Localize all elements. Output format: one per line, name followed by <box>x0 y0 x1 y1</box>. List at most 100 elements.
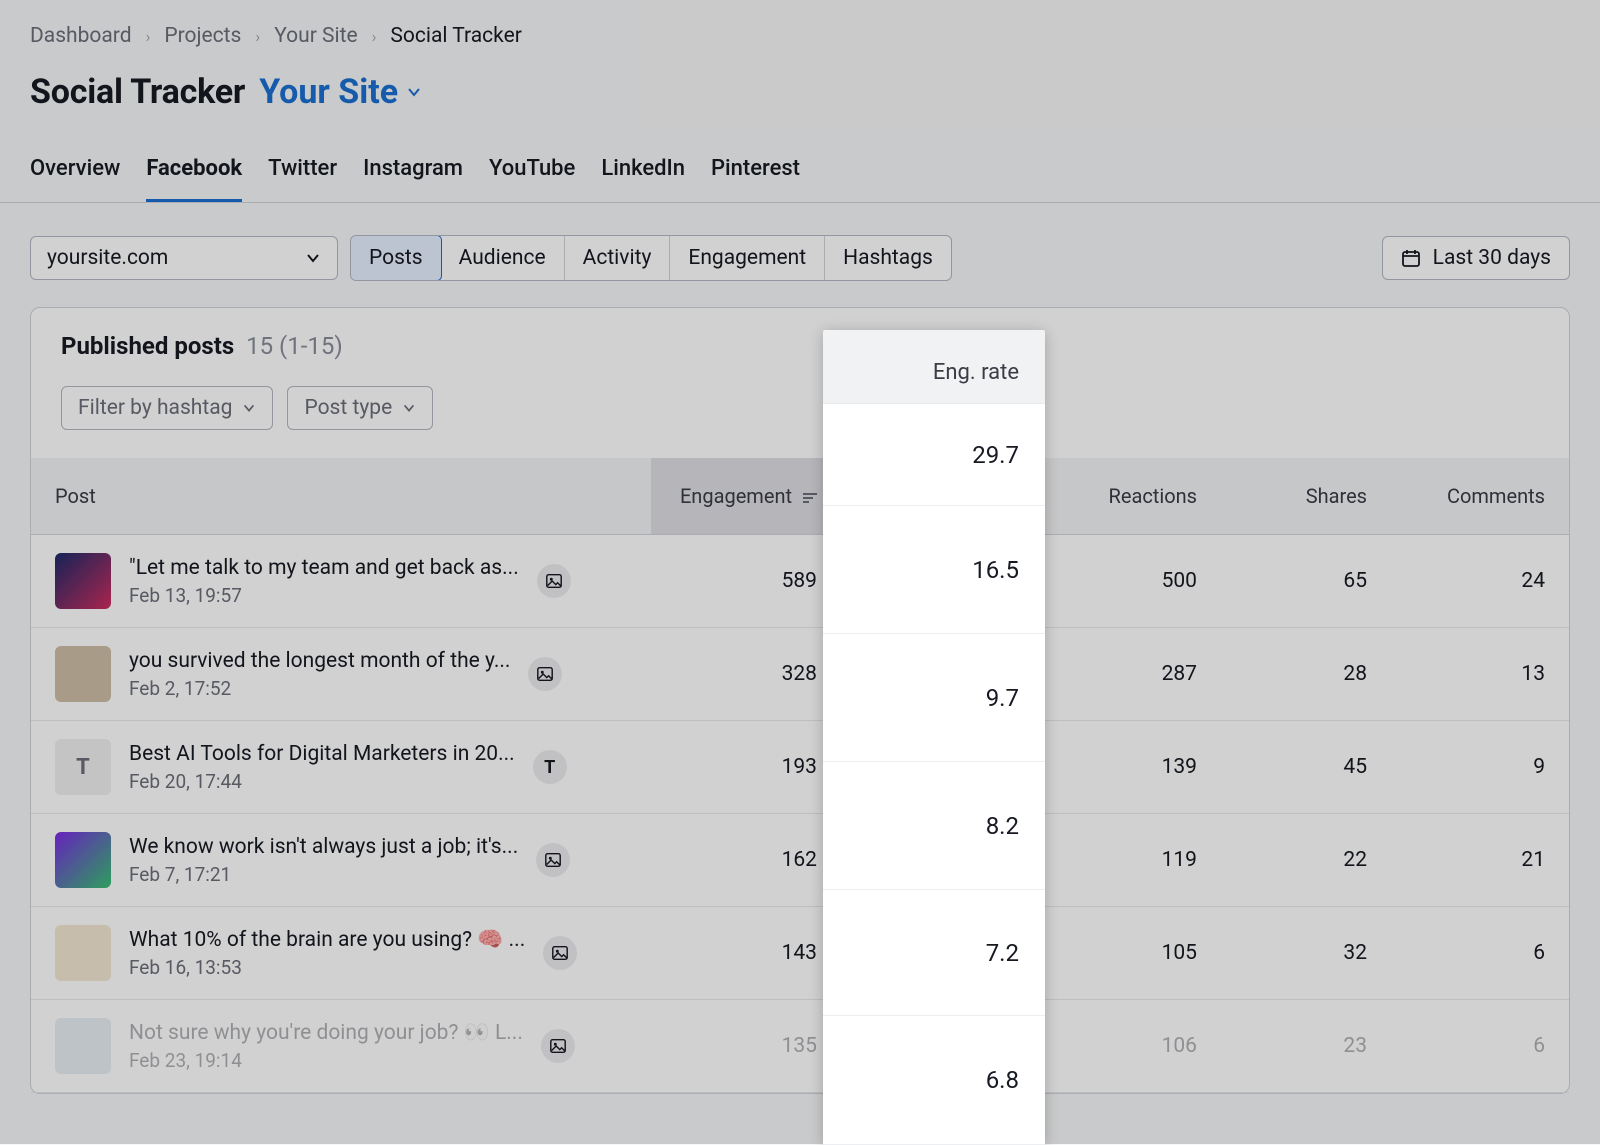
cell-engagement: 135 <box>651 1000 841 1093</box>
col-engagement[interactable]: Engagement <box>651 458 841 535</box>
post-title: We know work isn't always just a job; it… <box>129 835 518 859</box>
table-row[interactable]: "Let me talk to my team and get back as.… <box>31 535 1569 628</box>
table-row[interactable]: What 10% of the brain are you using? 🧠 .… <box>31 907 1569 1000</box>
breadcrumb-yoursite[interactable]: Your Site <box>274 24 357 48</box>
table-row[interactable]: you survived the longest month of the y.… <box>31 628 1569 721</box>
cell-reactions: 106 <box>1031 1000 1221 1093</box>
post-thumbnail <box>55 553 111 609</box>
chevron-down-icon <box>402 401 416 415</box>
post-thumbnail <box>55 1018 111 1074</box>
cell-comments: 21 <box>1391 814 1569 907</box>
col-reactions[interactable]: Reactions <box>1031 458 1221 535</box>
engrate-value: 8.2 <box>823 762 1045 890</box>
post-date: Feb 13, 19:57 <box>129 584 519 607</box>
toolbar: yoursite.com PostsAudienceActivityEngage… <box>0 203 1600 307</box>
cell-shares: 45 <box>1221 721 1391 814</box>
post-title: "Let me talk to my team and get back as.… <box>129 556 519 580</box>
filter-posttype[interactable]: Post type <box>287 386 433 430</box>
segment-posts[interactable]: Posts <box>350 235 442 281</box>
chevron-down-icon <box>406 84 422 100</box>
cell-comments: 24 <box>1391 535 1569 628</box>
segment-audience[interactable]: Audience <box>441 236 565 280</box>
breadcrumb-dashboard[interactable]: Dashboard <box>30 24 132 48</box>
engrate-value: 6.8 <box>823 1016 1045 1145</box>
channel-tabs: Overview Facebook Twitter Instagram YouTube L… <box>0 124 1600 203</box>
cell-shares: 65 <box>1221 535 1391 628</box>
cell-comments: 9 <box>1391 721 1569 814</box>
image-icon <box>536 843 570 877</box>
post-thumbnail: T <box>55 739 111 795</box>
cell-reactions: 287 <box>1031 628 1221 721</box>
page-title-row: Social Tracker Your Site <box>0 62 1600 124</box>
table-row[interactable]: Not sure why you're doing your job? 👀 L.… <box>31 1000 1569 1093</box>
post-date: Feb 16, 13:53 <box>129 956 525 979</box>
segment-engagement[interactable]: Engagement <box>670 236 825 280</box>
post-date: Feb 20, 17:44 <box>129 770 515 793</box>
engrate-highlight-header: Eng. rate <box>823 330 1045 404</box>
segment-activity[interactable]: Activity <box>565 236 671 280</box>
table-row[interactable]: We know work isn't always just a job; it… <box>31 814 1569 907</box>
sort-desc-icon <box>803 493 817 503</box>
col-engagement-label: Engagement <box>680 484 792 508</box>
panel-heading-title: Published posts <box>61 332 234 360</box>
published-posts-panel: Published posts 15 (1-15) Filter by hash… <box>30 307 1570 1094</box>
filter-hashtag[interactable]: Filter by hashtag <box>61 386 273 430</box>
cell-shares: 22 <box>1221 814 1391 907</box>
tab-instagram[interactable]: Instagram <box>363 156 463 202</box>
tab-youtube[interactable]: YouTube <box>489 156 575 202</box>
cell-comments: 6 <box>1391 907 1569 1000</box>
image-icon <box>528 657 562 691</box>
tab-pinterest[interactable]: Pinterest <box>711 156 800 202</box>
site-select[interactable]: yoursite.com <box>30 236 338 280</box>
cell-reactions: 105 <box>1031 907 1221 1000</box>
section-segments: PostsAudienceActivityEngagementHashtags <box>350 235 952 281</box>
panel-heading: Published posts 15 (1-15) <box>31 308 1569 368</box>
tab-overview[interactable]: Overview <box>30 156 120 202</box>
post-title: you survived the longest month of the y.… <box>129 649 510 673</box>
post-title: What 10% of the brain are you using? 🧠 .… <box>129 928 525 952</box>
breadcrumb-projects[interactable]: Projects <box>164 24 241 48</box>
col-post[interactable]: Post <box>31 458 651 535</box>
text-icon: T <box>533 750 567 784</box>
image-icon <box>543 936 577 970</box>
image-icon <box>537 564 571 598</box>
cell-shares: 23 <box>1221 1000 1391 1093</box>
cell-reactions: 500 <box>1031 535 1221 628</box>
engrate-value: 9.7 <box>823 634 1045 762</box>
panel-heading-count: 15 (1-15) <box>246 332 343 360</box>
panel-filters: Filter by hashtag Post type <box>31 368 1569 458</box>
tab-linkedin[interactable]: LinkedIn <box>601 156 685 202</box>
col-comments[interactable]: Comments <box>1391 458 1569 535</box>
engrate-value: 7.2 <box>823 890 1045 1016</box>
post-title: Best AI Tools for Digital Marketers in 2… <box>129 742 515 766</box>
cell-engagement: 193 <box>651 721 841 814</box>
post-thumbnail <box>55 646 111 702</box>
site-picker[interactable]: Your Site <box>259 72 422 112</box>
chevron-right-icon: › <box>255 27 260 46</box>
cell-engagement: 589 <box>651 535 841 628</box>
chevron-right-icon: › <box>146 27 151 46</box>
cell-shares: 32 <box>1221 907 1391 1000</box>
cell-reactions: 119 <box>1031 814 1221 907</box>
posts-table: Post Engagement Eng. rate Reactions Shar… <box>31 458 1569 1093</box>
engrate-value: 29.7 <box>823 404 1045 506</box>
filter-posttype-label: Post type <box>304 396 392 420</box>
tab-facebook[interactable]: Facebook <box>146 156 242 202</box>
site-select-value: yoursite.com <box>47 246 168 270</box>
post-thumbnail <box>55 925 111 981</box>
date-range-label: Last 30 days <box>1433 246 1551 270</box>
tab-twitter[interactable]: Twitter <box>268 156 337 202</box>
post-date: Feb 23, 19:14 <box>129 1049 523 1072</box>
site-picker-label: Your Site <box>259 72 398 112</box>
chevron-down-icon <box>305 250 321 266</box>
col-shares[interactable]: Shares <box>1221 458 1391 535</box>
cell-shares: 28 <box>1221 628 1391 721</box>
chevron-down-icon <box>242 401 256 415</box>
post-date: Feb 7, 17:21 <box>129 863 518 886</box>
post-date: Feb 2, 17:52 <box>129 677 510 700</box>
date-range-button[interactable]: Last 30 days <box>1382 236 1570 280</box>
table-row[interactable]: T Best AI Tools for Digital Marketers in… <box>31 721 1569 814</box>
engrate-highlight-column: Eng. rate 29.716.59.78.27.26.8 <box>823 330 1045 1145</box>
cell-engagement: 162 <box>651 814 841 907</box>
segment-hashtags[interactable]: Hashtags <box>825 236 951 280</box>
